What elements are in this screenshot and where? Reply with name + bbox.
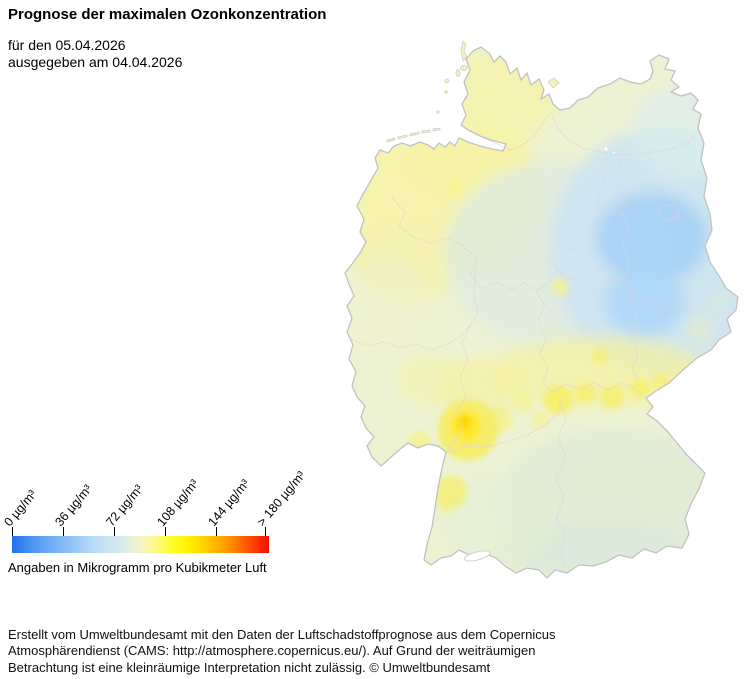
attribution-line-2: Atmosphärendienst (CAMS: http://atmosphe… <box>8 643 536 659</box>
island-sylt <box>460 40 468 62</box>
attribution-line-1: Erstellt vom Umweltbundesamt mit den Dat… <box>8 627 556 642</box>
islands <box>386 40 560 143</box>
legend-caption: Angaben in Mikrogramm pro Kubikmeter Luf… <box>8 560 267 575</box>
valid-for-date: für den 05.04.2026 <box>8 37 126 53</box>
germany-outline <box>344 46 739 579</box>
attribution-line-3: Betrachtung ist eine kleinräumige Interp… <box>8 659 491 675</box>
legend-tick-labels: 0 µg/m³ 36 µg/m³ 72 µg/m³ 108 µg/m³ 144 … <box>1 449 312 529</box>
lake <box>604 147 608 151</box>
page-title: Prognose der maximalen Ozonkonzentration <box>8 6 327 23</box>
legend-tick-marks <box>12 527 312 536</box>
legend-tick-label: 108 µg/m³ <box>154 476 202 529</box>
berlin-boundary <box>657 205 679 221</box>
legend-tick-label: 36 µg/m³ <box>52 482 95 529</box>
forecast-dates: für den 05.04.2026 ausgegeben am 04.04.2… <box>8 37 182 71</box>
legend-colorbar <box>12 536 269 553</box>
lake-constance <box>463 550 491 562</box>
legend-tick-label: > 180 µg/m³ <box>254 468 309 529</box>
issued-date: ausgegeben am 04.04.2026 <box>8 54 183 70</box>
legend-tick-label: 72 µg/m³ <box>103 482 146 529</box>
source-attribution: Erstellt vom Umweltbundesamt mit den Dat… <box>8 627 555 676</box>
island-fehmarn <box>547 77 560 89</box>
ozone-concentration-field <box>345 47 738 578</box>
color-scale-legend: 0 µg/m³ 36 µg/m³ 72 µg/m³ 108 µg/m³ 144 … <box>1 449 312 553</box>
legend-tick-label: 144 µg/m³ <box>205 476 253 529</box>
